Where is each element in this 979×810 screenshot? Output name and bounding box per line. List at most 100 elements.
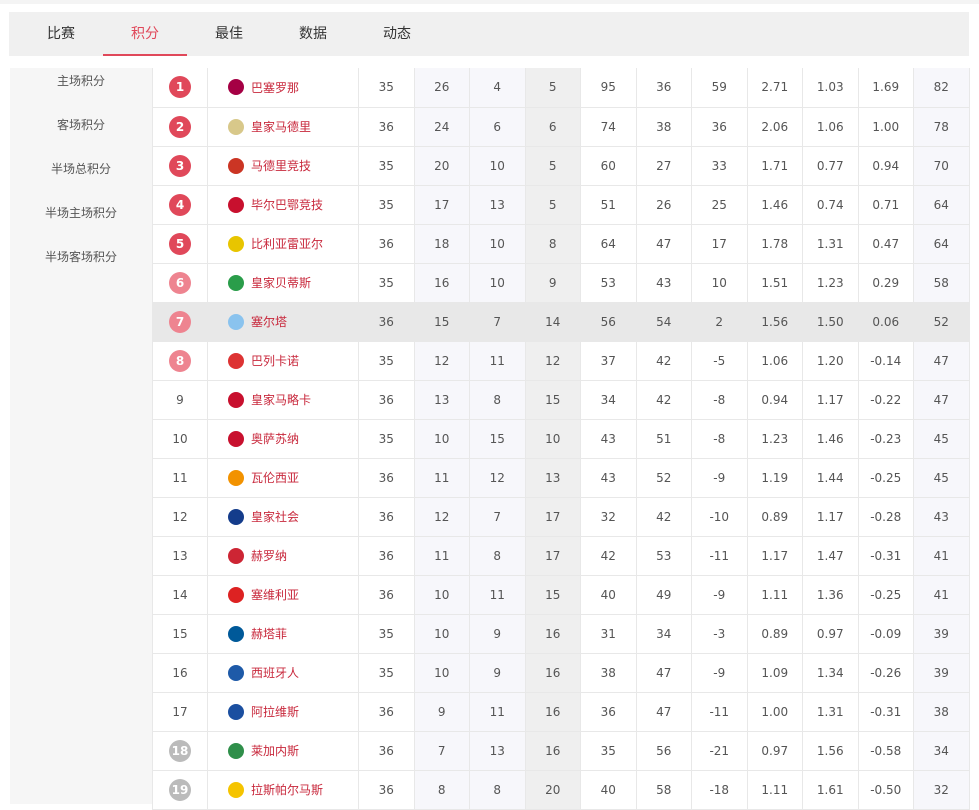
team-link[interactable]: 毕尔巴鄂竞技 bbox=[251, 198, 324, 212]
sidebar-item[interactable]: 客场积分 bbox=[56, 118, 105, 132]
sidebar-item[interactable]: 半场客场积分 bbox=[44, 250, 117, 264]
stat-cell: 8 bbox=[469, 380, 526, 420]
table-row: 17 阿拉维斯 36 9 11 16 36 47 -11 1.00 1.31 -0.31 38 bbox=[152, 692, 970, 732]
stat-cell: 64 bbox=[913, 224, 970, 264]
team-link[interactable]: 阿拉维斯 bbox=[251, 705, 300, 719]
stat-cell: 1.17 bbox=[746, 536, 803, 576]
team-crest-icon bbox=[228, 508, 244, 525]
stat-cell: 10 bbox=[413, 575, 470, 615]
stat-cell: 15 bbox=[524, 380, 581, 420]
stat-cell: 34 bbox=[635, 614, 692, 654]
stat-cell: 52 bbox=[913, 302, 970, 342]
team-link[interactable]: 奥萨苏纳 bbox=[251, 432, 300, 446]
tab-3[interactable]: 最佳 bbox=[215, 26, 243, 42]
team-link[interactable]: 瓦伦西亚 bbox=[251, 471, 300, 485]
team-link[interactable]: 塞维利亚 bbox=[251, 588, 300, 602]
team-crest-icon bbox=[228, 313, 244, 330]
team-link[interactable]: 皇家社会 bbox=[251, 510, 300, 524]
team-link[interactable]: 马德里竞技 bbox=[251, 159, 312, 173]
stat-cell: 95 bbox=[580, 68, 637, 108]
team-link[interactable]: 比利亚雷亚尔 bbox=[251, 237, 324, 251]
rank-badge: 6 bbox=[169, 271, 191, 294]
stat-cell: 11 bbox=[469, 575, 526, 615]
stat-cell: 64 bbox=[580, 224, 637, 264]
team-crest-icon bbox=[228, 274, 244, 291]
stat-cell: 47 bbox=[635, 653, 692, 693]
stat-cell: 1.20 bbox=[802, 341, 859, 381]
stat-cell: 58 bbox=[913, 263, 970, 303]
team-link[interactable]: 赫塔菲 bbox=[251, 627, 288, 641]
stat-cell: 16 bbox=[524, 614, 581, 654]
team-link[interactable]: 皇家马德里 bbox=[251, 120, 312, 134]
stat-cell: 36 bbox=[358, 380, 415, 420]
stat-cell: -3 bbox=[691, 614, 748, 654]
stat-cell: 34 bbox=[913, 731, 970, 771]
stat-cell: 6 bbox=[469, 107, 526, 147]
team-link[interactable]: 塞尔塔 bbox=[251, 315, 288, 329]
team-cell: 巴列卡诺 bbox=[207, 341, 359, 381]
stat-cell: 1.61 bbox=[802, 770, 859, 810]
team-link[interactable]: 巴列卡诺 bbox=[251, 354, 300, 368]
team-crest-icon bbox=[228, 703, 244, 720]
stat-cell: 8 bbox=[413, 770, 470, 810]
stat-cell: -0.26 bbox=[857, 653, 914, 693]
stat-cell: 38 bbox=[913, 692, 970, 732]
team-link[interactable]: 巴塞罗那 bbox=[251, 80, 300, 95]
sidebar-item[interactable]: 半场主场积分 bbox=[44, 206, 117, 220]
tab-1[interactable]: 比赛 bbox=[47, 26, 75, 42]
stat-cell: 54 bbox=[635, 302, 692, 342]
table-row: 4 毕尔巴鄂竞技 35 17 13 5 51 26 25 1.46 0.74 0.71 64 bbox=[152, 185, 970, 225]
stat-cell: -0.31 bbox=[857, 536, 914, 576]
team-link[interactable]: 赫罗纳 bbox=[251, 549, 288, 563]
team-crest-icon bbox=[228, 664, 244, 681]
stat-cell: 1.47 bbox=[802, 536, 859, 576]
stat-cell: 35 bbox=[358, 185, 415, 225]
team-link[interactable]: 西班牙人 bbox=[251, 666, 300, 680]
team-cell: 奥萨苏纳 bbox=[207, 419, 359, 459]
stat-cell: 6 bbox=[524, 107, 581, 147]
stat-cell: 1.31 bbox=[802, 692, 859, 732]
stat-cell: 36 bbox=[358, 302, 415, 342]
stat-cell: 32 bbox=[580, 497, 637, 537]
team-link[interactable]: 莱加内斯 bbox=[251, 744, 300, 758]
stat-cell: 43 bbox=[913, 497, 970, 537]
stat-cell: -0.22 bbox=[857, 380, 914, 420]
rank-cell: 15 bbox=[152, 614, 208, 654]
stat-cell: 52 bbox=[635, 458, 692, 498]
stat-cell: 12 bbox=[413, 341, 470, 381]
stat-cell: 41 bbox=[913, 575, 970, 615]
stat-cell: 58 bbox=[635, 770, 692, 810]
table-row: 2 皇家马德里 36 24 6 6 74 38 36 2.06 1.06 1.00 78 bbox=[152, 107, 970, 147]
stat-cell: 13 bbox=[413, 380, 470, 420]
team-crest-icon bbox=[228, 742, 244, 759]
tab-4[interactable]: 数据 bbox=[299, 26, 327, 42]
stat-cell: -0.28 bbox=[857, 497, 914, 537]
rank-text: 14 bbox=[172, 587, 188, 602]
team-link[interactable]: 拉斯帕尔马斯 bbox=[251, 783, 324, 797]
stat-cell: 36 bbox=[358, 575, 415, 615]
stat-cell: 36 bbox=[691, 107, 748, 147]
sidebar-item[interactable]: 主场积分 bbox=[56, 74, 105, 88]
team-crest-icon bbox=[228, 157, 244, 174]
rank-cell: 12 bbox=[152, 497, 208, 537]
stat-cell: 1.19 bbox=[746, 458, 803, 498]
stat-cell: 10 bbox=[691, 263, 748, 303]
stat-cell: 35 bbox=[358, 419, 415, 459]
stat-cell: 9 bbox=[469, 614, 526, 654]
tab-2[interactable]: 积分 bbox=[103, 12, 187, 56]
team-link[interactable]: 皇家马略卡 bbox=[251, 393, 312, 407]
sidebar-item[interactable]: 半场总积分 bbox=[50, 162, 111, 176]
stat-cell: 1.17 bbox=[802, 380, 859, 420]
stat-cell: -0.14 bbox=[857, 341, 914, 381]
stat-cell: 1.46 bbox=[802, 419, 859, 459]
rank-badge: 3 bbox=[169, 154, 191, 177]
stat-cell: 74 bbox=[580, 107, 637, 147]
stat-cell: 15 bbox=[413, 302, 470, 342]
rank-text: 9 bbox=[176, 392, 184, 407]
stat-cell: 14 bbox=[524, 302, 581, 342]
tab-5[interactable]: 动态 bbox=[383, 26, 411, 42]
rank-cell: 18 bbox=[152, 731, 208, 771]
stat-cell: 8 bbox=[469, 536, 526, 576]
team-link[interactable]: 皇家贝蒂斯 bbox=[251, 276, 312, 290]
rank-badge: 8 bbox=[169, 349, 191, 372]
